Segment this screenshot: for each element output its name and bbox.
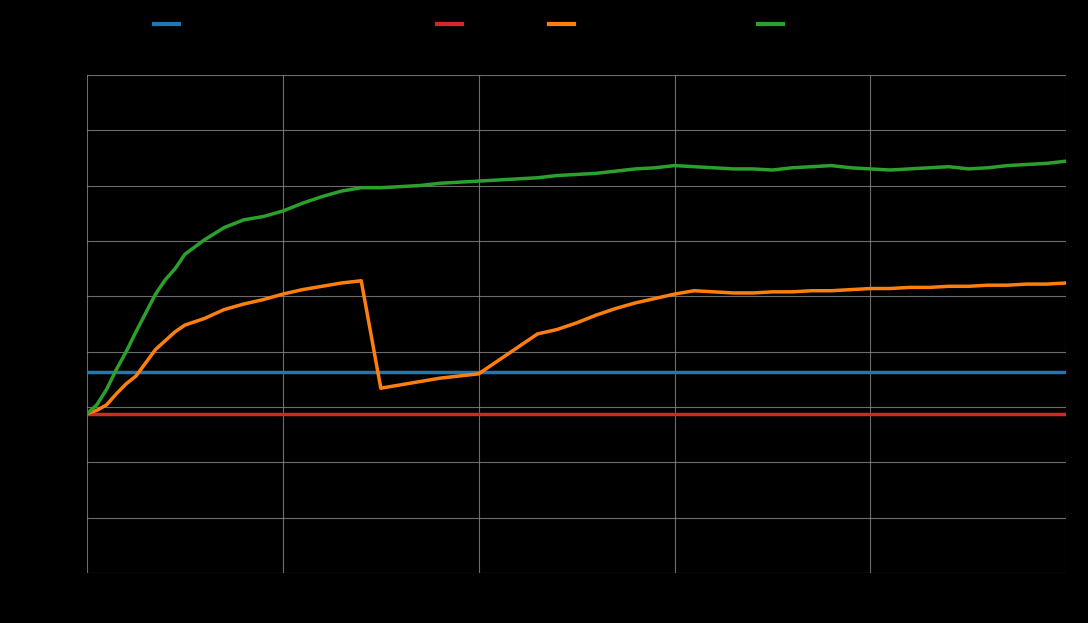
Legend: msmarco-distilbert-base-tas-b, BM25, fine-tuned (SciFact), fine-tuned (SciFact) : msmarco-distilbert-base-tas-b, BM25, fin… [148, 12, 1005, 37]
